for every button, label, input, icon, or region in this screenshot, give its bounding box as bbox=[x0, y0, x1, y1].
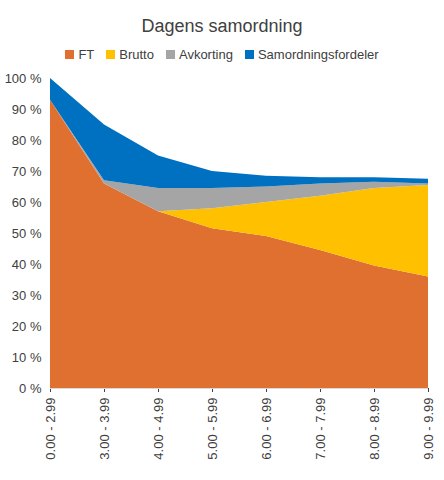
svg-text:50 %: 50 % bbox=[12, 226, 42, 241]
svg-text:30 %: 30 % bbox=[12, 288, 42, 303]
html-text:FT: FT bbox=[78, 46, 95, 62]
svg-text:6.00 - 6.99: 6.00 - 6.99 bbox=[259, 398, 274, 460]
html-text:Samordningsfordeler: Samordningsfordeler bbox=[257, 46, 379, 62]
svg-text:0 %: 0 % bbox=[19, 381, 42, 396]
svg-text:70 %: 70 % bbox=[12, 164, 42, 179]
svg-text:100 %: 100 % bbox=[5, 71, 42, 86]
svg-text:90 %: 90 % bbox=[12, 102, 42, 117]
html-text:Avkorting: Avkorting bbox=[179, 46, 233, 62]
svg-text:0.00 - 2.99: 0.00 - 2.99 bbox=[43, 398, 58, 460]
svg-text:9.00 - 9.99: 9.00 - 9.99 bbox=[421, 398, 436, 460]
svg-text:5.00 - 5.99: 5.00 - 5.99 bbox=[205, 398, 220, 460]
html-text:Brutto: Brutto bbox=[119, 46, 154, 62]
svg-text:8.00 - 8.99: 8.00 - 8.99 bbox=[367, 398, 382, 460]
svg-text:20 %: 20 % bbox=[12, 319, 42, 334]
svg-text:10 %: 10 % bbox=[12, 350, 42, 365]
svg-text:60 %: 60 % bbox=[12, 195, 42, 210]
svg-text:80 %: 80 % bbox=[12, 133, 42, 148]
svg-text:7.00 - 7.99: 7.00 - 7.99 bbox=[313, 398, 328, 460]
svg-text:4.00 - 4.99: 4.00 - 4.99 bbox=[151, 398, 166, 460]
html-text:Dagens samordning: Dagens samordning bbox=[141, 16, 303, 36]
svg-text:3.00 - 3.99: 3.00 - 3.99 bbox=[97, 398, 112, 460]
svg-text:40 %: 40 % bbox=[12, 257, 42, 272]
